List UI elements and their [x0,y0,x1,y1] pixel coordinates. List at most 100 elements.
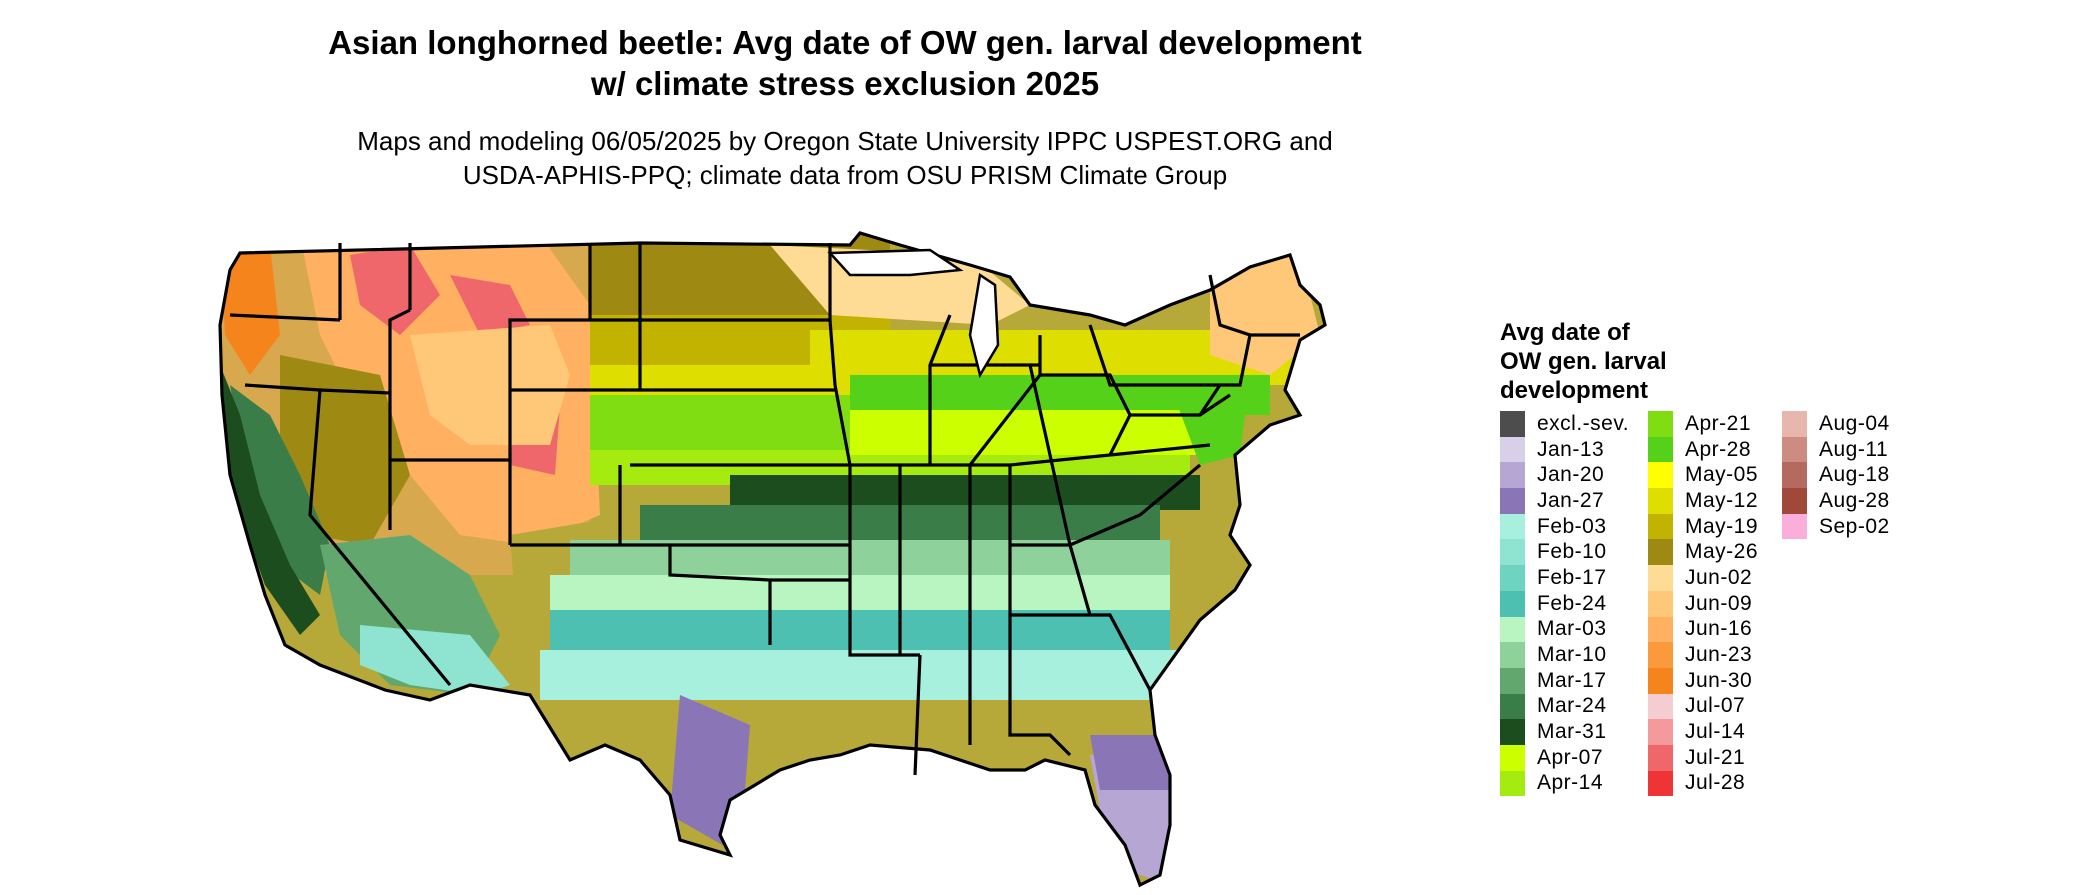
zone-central-valley [230,385,330,595]
zone-florida-mid [1090,735,1175,790]
legend-item: Feb-10 [1500,539,1629,566]
legend-item: Aug-11 [1782,436,1890,463]
legend-label: Jul-21 [1685,745,1746,769]
legend-swatch [1648,719,1673,745]
legend-label: Jun-16 [1685,617,1753,641]
zone-tennessee [730,475,1200,510]
legend-label: Mar-31 [1537,720,1607,744]
legend-swatch [1500,436,1525,463]
zone-sonoran [360,625,510,695]
zone-coastal-strip [540,650,1180,700]
legend-item: Mar-10 [1500,642,1629,668]
zone-california-coast [220,365,320,635]
legend-item: Jun-30 [1648,667,1758,694]
legend-label: excl.-sev. [1537,411,1630,435]
legend-label: Feb-03 [1537,514,1607,538]
legend-title-line-1: Avg date of [1500,319,1630,346]
legend-swatch [1782,462,1807,489]
zone-kentucky [850,410,1210,455]
legend-swatch [1782,436,1807,463]
legend-swatch [1648,488,1673,514]
legend-label: May-05 [1685,463,1759,487]
legend-swatch [1500,513,1525,540]
legend-swatch [1500,590,1525,617]
zone-wyoming-colorado [410,325,570,445]
legend-label: Feb-24 [1537,591,1607,615]
legend-item: May-05 [1648,462,1759,489]
zone-gulf-plains [550,575,1170,615]
legend-swatch [1782,488,1807,514]
legend-label: Jun-09 [1685,591,1753,615]
legend-item: Mar-17 [1500,667,1629,694]
legend-swatch [1500,744,1525,771]
legend-swatch [1500,642,1525,668]
legend-label: Apr-07 [1537,745,1604,769]
legend-label: Feb-10 [1537,540,1607,564]
legend-label: Jun-23 [1685,643,1753,667]
legend-item: Apr-21 [1648,411,1758,437]
legend-label: Mar-03 [1537,617,1607,641]
legend-swatch [1648,411,1673,437]
title-line-1: Asian longhorned beetle: Avg date of OW … [328,24,1362,61]
legend-title: Avg date of OW gen. larval development [1500,318,1667,405]
legend-column-3: Aug-04 Aug-11 Aug-18 Aug-28 Sep-02 [1782,411,1890,540]
legend-label: Aug-18 [1819,463,1890,487]
legend-item: Mar-24 [1500,693,1629,720]
subtitle-line-1: Maps and modeling 06/05/2025 by Oregon S… [357,126,1333,156]
legend-label: May-19 [1685,514,1759,538]
legend-title-line-3: development [1500,377,1649,404]
zone-gulf-coast [550,610,1170,655]
legend-label: Aug-04 [1819,411,1890,435]
legend-item: Sep-02 [1782,513,1890,540]
legend-swatch [1648,539,1673,566]
legend-label: Mar-24 [1537,694,1607,718]
legend-swatch [1500,539,1525,566]
legend-item: Jul-28 [1648,770,1758,797]
legend-swatch [1500,719,1525,745]
legend-swatch [1648,770,1673,797]
legend-swatch [1648,693,1673,720]
legend-swatch [1500,462,1525,489]
us-map [218,231,1327,888]
legend-label: Jul-07 [1685,694,1746,718]
legend-item: Jul-21 [1648,744,1758,771]
legend-title-line-2: OW gen. larval [1500,348,1667,375]
legend-swatch [1648,616,1673,643]
legend-item: Aug-28 [1782,488,1890,514]
legend-item: May-19 [1648,513,1759,540]
legend-label: Apr-28 [1685,437,1752,461]
legend-column-2: Apr-21 Apr-28 May-05 May-12 May-19 May-26 Jun-… [1648,411,1759,797]
map-title: Asian longhorned beetle: Avg date of OW … [0,22,1690,104]
legend-label: Apr-21 [1685,411,1752,435]
zone-rockies-high [350,245,560,475]
legend-label: Mar-17 [1537,668,1607,692]
zone-pacific-nw [220,245,280,375]
legend-swatch [1500,616,1525,643]
lake-michigan [968,272,1000,379]
legend-swatch [1500,565,1525,591]
legend-item: Apr-28 [1648,436,1758,463]
legend-item: Apr-07 [1500,744,1629,771]
legend-item: Jan-13 [1500,436,1629,463]
zone-mid-atlantic [1170,375,1250,465]
zone-new-england [1210,255,1320,375]
legend-swatch [1500,667,1525,694]
state-boundaries [218,231,1327,888]
legend-label: Jan-13 [1537,437,1605,461]
subtitle-line-2: USDA-APHIS-PPQ; climate data from OSU PR… [462,160,1228,190]
legend-item: Jul-14 [1648,719,1758,745]
legend-swatch [1648,590,1673,617]
legend-item: Apr-14 [1500,770,1629,797]
legend-item: Aug-04 [1782,411,1890,437]
legend-swatch [1782,411,1807,437]
legend-swatch [1782,513,1807,540]
legend-item: May-12 [1648,488,1758,514]
legend-swatch [1500,411,1525,437]
legend-item: Mar-03 [1500,616,1629,643]
map-subtitle: Maps and modeling 06/05/2025 by Oregon S… [0,124,1690,192]
legend-label: Jun-30 [1685,668,1753,692]
legend-label: Apr-14 [1537,771,1604,795]
title-line-2: w/ climate stress exclusion 2025 [590,65,1100,102]
legend-item: Feb-03 [1500,513,1629,540]
lake-superior [827,248,964,277]
